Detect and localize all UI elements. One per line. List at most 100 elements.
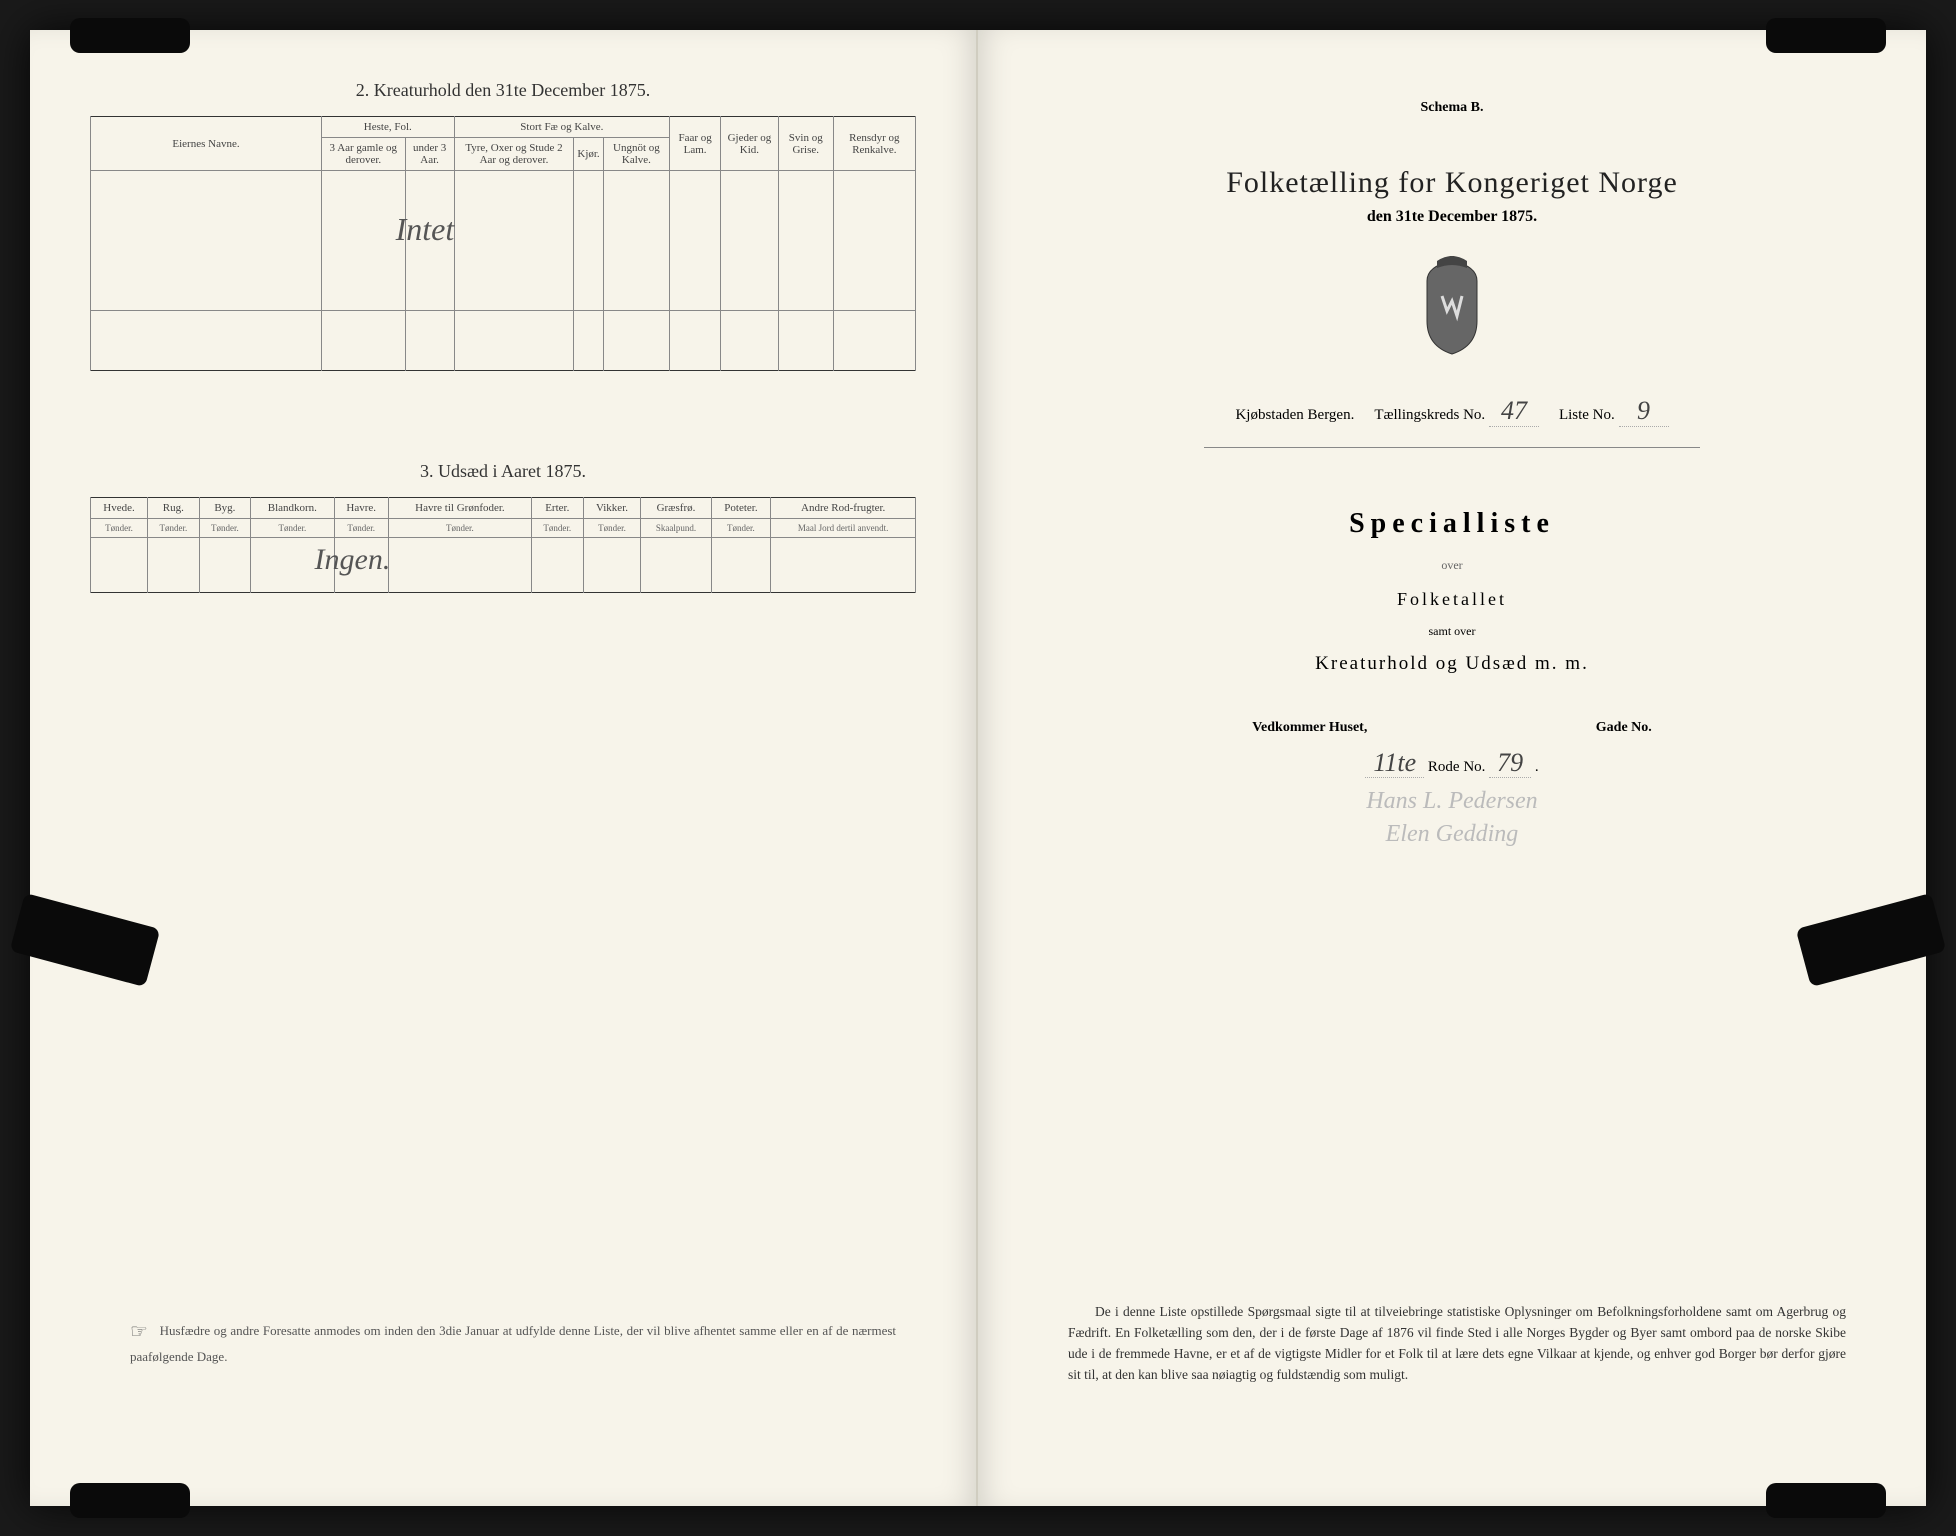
faded-signature-2: Elen Gedding	[1038, 821, 1866, 848]
sub-date: den 31te December 1875.	[1038, 208, 1866, 226]
col-heste-a: 3 Aar gamle og derover.	[322, 138, 406, 171]
divider	[1204, 447, 1701, 448]
col-stortfae-b: Kjør.	[574, 138, 603, 171]
sub: Maal Jord dertil anvendt.	[771, 519, 916, 538]
col: Andre Rod-frugter.	[771, 498, 916, 519]
section-2-title: 2. Kreaturhold den 31te December 1875.	[90, 80, 916, 101]
col: Hvede.	[91, 498, 148, 519]
gade-label: Gade No.	[1596, 720, 1652, 736]
cell	[641, 538, 711, 593]
footnote-text: Husfædre og andre Foresatte anmodes om i…	[130, 1322, 896, 1363]
cell	[199, 538, 251, 593]
col: Byg.	[199, 498, 251, 519]
taellingskreds-label: Tællingskreds No.	[1374, 407, 1485, 423]
col: Rug.	[148, 498, 200, 519]
cell	[833, 311, 915, 371]
sub: Tønder.	[91, 519, 148, 538]
col-group-heste: Heste, Fol.	[322, 117, 455, 138]
col-rensdyr: Rensdyr og Renkalve.	[833, 117, 915, 171]
vedkommer-line: Vedkommer Huset, Gade No.	[1038, 720, 1866, 736]
handwriting-ingen: Ingen.	[315, 543, 391, 577]
kreaturhold-table: Eiernes Navne. Heste, Fol. Stort Fæ og K…	[90, 116, 916, 371]
section-3-title: 3. Udsæd i Aaret 1875.	[90, 461, 916, 482]
col-gjeder: Gjeder og Kid.	[721, 117, 779, 171]
cell: Intet	[405, 171, 454, 311]
cell	[322, 311, 406, 371]
binder-clip	[70, 1483, 190, 1518]
cell	[91, 538, 148, 593]
cell	[670, 171, 721, 311]
cell	[91, 311, 322, 371]
cell	[388, 538, 531, 593]
cell	[405, 311, 454, 371]
col-stortfae-a: Tyre, Oxer og Stude 2 Aar og derover.	[454, 138, 574, 171]
sub: Tønder.	[199, 519, 251, 538]
bottom-paragraph: De i denne Liste opstillede Spørgsmaal s…	[1068, 1302, 1846, 1386]
vedkommer-label: Vedkommer Huset,	[1252, 720, 1367, 736]
cell	[771, 538, 916, 593]
col-eiernes: Eiernes Navne.	[91, 117, 322, 171]
samt-label: samt over	[1038, 624, 1866, 639]
left-page: 2. Kreaturhold den 31te December 1875. E…	[30, 30, 978, 1506]
cell	[833, 171, 915, 311]
col-stortfae-c: Ungnöt og Kalve.	[603, 138, 669, 171]
sub: Tønder.	[711, 519, 771, 538]
liste-value: 9	[1619, 396, 1669, 427]
col: Erter.	[532, 498, 584, 519]
col: Havre.	[334, 498, 388, 519]
cell	[574, 171, 603, 311]
kjobstad: Kjøbstaden Bergen.	[1235, 407, 1354, 424]
subheader-row: Tønder. Tønder. Tønder. Tønder. Tønder. …	[91, 519, 916, 538]
col-svin: Svin og Grise.	[778, 117, 833, 171]
liste-label: Liste No.	[1559, 407, 1615, 423]
taellingskreds-value: 47	[1489, 396, 1539, 427]
kreatur-label: Kreaturhold og Udsæd m. m.	[1038, 653, 1866, 675]
specialliste-title: Specialliste	[1038, 508, 1866, 540]
sub: Tønder.	[388, 519, 531, 538]
cell	[603, 311, 669, 371]
left-footnote: ☞ Husfædre og andre Foresatte anmodes om…	[130, 1317, 896, 1367]
sub: Tønder.	[148, 519, 200, 538]
schema-label: Schema B.	[1038, 100, 1866, 116]
cell	[322, 171, 406, 311]
cell	[148, 538, 200, 593]
col: Vikker.	[583, 498, 641, 519]
col: Blandkorn.	[251, 498, 334, 519]
cell	[91, 171, 322, 311]
cell: Ingen.	[334, 538, 388, 593]
book-spread: 2. Kreaturhold den 31te December 1875. E…	[30, 30, 1926, 1506]
cell	[711, 538, 771, 593]
rode-value: 79	[1489, 748, 1531, 778]
cell	[574, 311, 603, 371]
handwriting-intet: Intet	[396, 211, 455, 248]
over-label: over	[1038, 558, 1866, 573]
cell	[670, 311, 721, 371]
folketallet-label: Folketallet	[1038, 589, 1866, 610]
col: Græsfrø.	[641, 498, 711, 519]
sub: Tønder.	[251, 519, 334, 538]
pointing-hand-icon: ☞	[130, 1317, 148, 1347]
kreds-line: Kjøbstaden Bergen. Tællingskreds No. 47 …	[1038, 396, 1866, 427]
col-heste-b: under 3 Aar.	[405, 138, 454, 171]
sub: Tønder.	[334, 519, 388, 538]
udsaed-table: Hvede. Rug. Byg. Blandkorn. Havre. Havre…	[90, 497, 916, 593]
right-page: Schema B. Folketælling for Kongeriget No…	[978, 30, 1926, 1506]
norway-coat-of-arms-icon	[1038, 256, 1866, 361]
cell	[532, 538, 584, 593]
rode-label: Rode No.	[1428, 759, 1486, 775]
cell	[454, 311, 574, 371]
rode-pre-value: 11te	[1365, 748, 1424, 778]
cell	[721, 311, 779, 371]
cell	[778, 171, 833, 311]
sub: Skaalpund.	[641, 519, 711, 538]
cell	[778, 311, 833, 371]
sub: Tønder.	[583, 519, 641, 538]
col: Poteter.	[711, 498, 771, 519]
rode-line: 11te Rode No. 79 .	[1038, 748, 1866, 778]
col-group-stortfae: Stort Fæ og Kalve.	[454, 117, 670, 138]
faded-signature-1: Hans L. Pedersen	[1038, 788, 1866, 815]
cell	[721, 171, 779, 311]
cell	[603, 171, 669, 311]
col-faar: Faar og Lam.	[670, 117, 721, 171]
cell	[583, 538, 641, 593]
